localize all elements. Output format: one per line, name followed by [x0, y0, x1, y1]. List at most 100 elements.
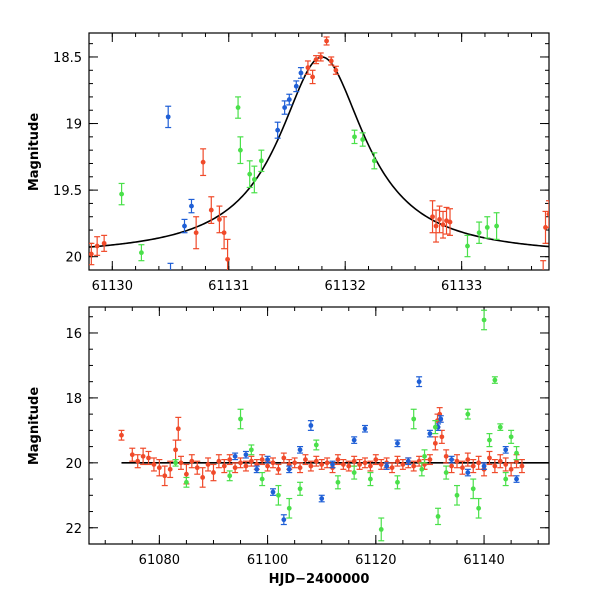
data-point-red — [221, 463, 227, 469]
data-point-green — [395, 479, 400, 485]
bottom-xtick-label: 61080 — [139, 553, 180, 568]
data-point-green — [368, 476, 373, 482]
data-point-red — [189, 458, 195, 464]
top-plot-frame — [88, 32, 550, 271]
data-point-red — [324, 38, 329, 44]
data-point-green — [352, 134, 357, 140]
data-point-red — [178, 460, 184, 466]
data-point-blue — [362, 426, 368, 432]
data-point-green — [476, 230, 482, 236]
data-point-blue — [281, 517, 287, 523]
data-point-green — [419, 466, 425, 472]
data-point-red — [162, 473, 168, 479]
data-point-red — [270, 460, 276, 466]
data-point-blue — [243, 452, 249, 458]
data-point-green — [360, 137, 366, 142]
data-point-green — [508, 434, 514, 440]
data-point-red — [232, 465, 238, 471]
data-point-blue — [189, 203, 194, 209]
data-point-blue — [286, 466, 292, 472]
data-point-blue — [282, 105, 288, 110]
data-point-blue — [319, 496, 325, 501]
data-point-red — [135, 458, 141, 464]
data-point-green — [476, 505, 482, 511]
data-point-green — [258, 158, 264, 164]
top-xtick-label: 61130 — [92, 279, 133, 294]
data-point-red — [503, 462, 509, 467]
data-point-red — [465, 457, 471, 462]
data-point-red — [175, 426, 181, 432]
data-point-red — [101, 240, 107, 246]
data-point-red — [221, 230, 227, 236]
bottom-marks — [118, 309, 549, 542]
bottom-ytick-label: 20 — [65, 457, 82, 472]
data-point-blue — [395, 440, 400, 446]
data-point-green — [484, 224, 490, 230]
data-point-green — [247, 171, 253, 177]
data-point-blue — [503, 447, 509, 453]
data-point-blue — [514, 476, 519, 482]
data-point-red — [351, 458, 357, 464]
data-point-blue — [308, 423, 314, 428]
bottom-ytick-label: 22 — [65, 522, 82, 537]
data-point-red — [389, 465, 395, 471]
data-point-red — [200, 159, 206, 165]
data-point-red — [225, 256, 230, 262]
data-point-blue — [232, 453, 238, 459]
data-point-red — [454, 458, 460, 464]
data-point-red — [217, 217, 222, 222]
data-point-green — [470, 486, 476, 492]
data-point-red — [129, 452, 135, 458]
light-curve-full-panel: Magnitude HJD−2400000 61080 61100 61120 611… — [27, 306, 550, 587]
data-point-green — [492, 377, 498, 383]
data-point-red — [89, 251, 94, 257]
data-point-green — [238, 416, 243, 422]
data-point-green — [313, 442, 319, 448]
top-xtick-label: 61131 — [208, 279, 249, 294]
data-point-red — [395, 458, 400, 464]
data-point-red — [167, 466, 173, 472]
data-point-green — [139, 250, 144, 256]
data-point-red — [378, 462, 384, 467]
data-point-red — [310, 74, 315, 80]
data-point-green — [297, 486, 303, 492]
data-point-red — [184, 471, 189, 477]
data-point-green — [286, 505, 292, 511]
data-point-green — [335, 479, 341, 485]
data-point-red — [400, 462, 406, 467]
data-point-green — [432, 424, 438, 430]
data-point-green — [378, 526, 384, 532]
data-point-red — [447, 219, 453, 225]
data-point-red — [156, 465, 162, 471]
data-point-red — [281, 455, 287, 461]
data-point-red — [318, 54, 324, 60]
data-point-blue — [182, 223, 187, 229]
bottom-xtick-label: 61140 — [463, 553, 504, 568]
data-point-green — [422, 453, 427, 459]
data-point-blue — [297, 447, 303, 453]
data-point-blue — [265, 457, 270, 462]
data-point-green — [227, 473, 233, 479]
data-point-red — [205, 462, 211, 467]
data-point-red — [346, 463, 352, 469]
data-point-green — [276, 492, 281, 498]
data-point-blue — [286, 97, 292, 102]
data-point-red — [94, 243, 100, 249]
data-point-red — [305, 65, 311, 71]
data-point-red — [248, 458, 254, 464]
data-point-red — [487, 455, 492, 461]
data-point-red — [476, 460, 482, 466]
data-point-green — [411, 416, 417, 422]
data-point-blue — [330, 462, 335, 467]
data-point-blue — [438, 416, 444, 422]
bottom-xtick-label: 61120 — [355, 553, 396, 568]
top-ytick-label: 19.5 — [53, 184, 82, 199]
data-point-red — [292, 460, 298, 466]
data-point-red — [193, 230, 199, 236]
data-point-green — [497, 424, 503, 430]
data-point-red — [546, 211, 549, 217]
data-point-green — [173, 460, 178, 466]
data-point-blue — [254, 466, 260, 472]
data-point-blue — [416, 379, 422, 385]
data-point-red — [411, 463, 417, 469]
